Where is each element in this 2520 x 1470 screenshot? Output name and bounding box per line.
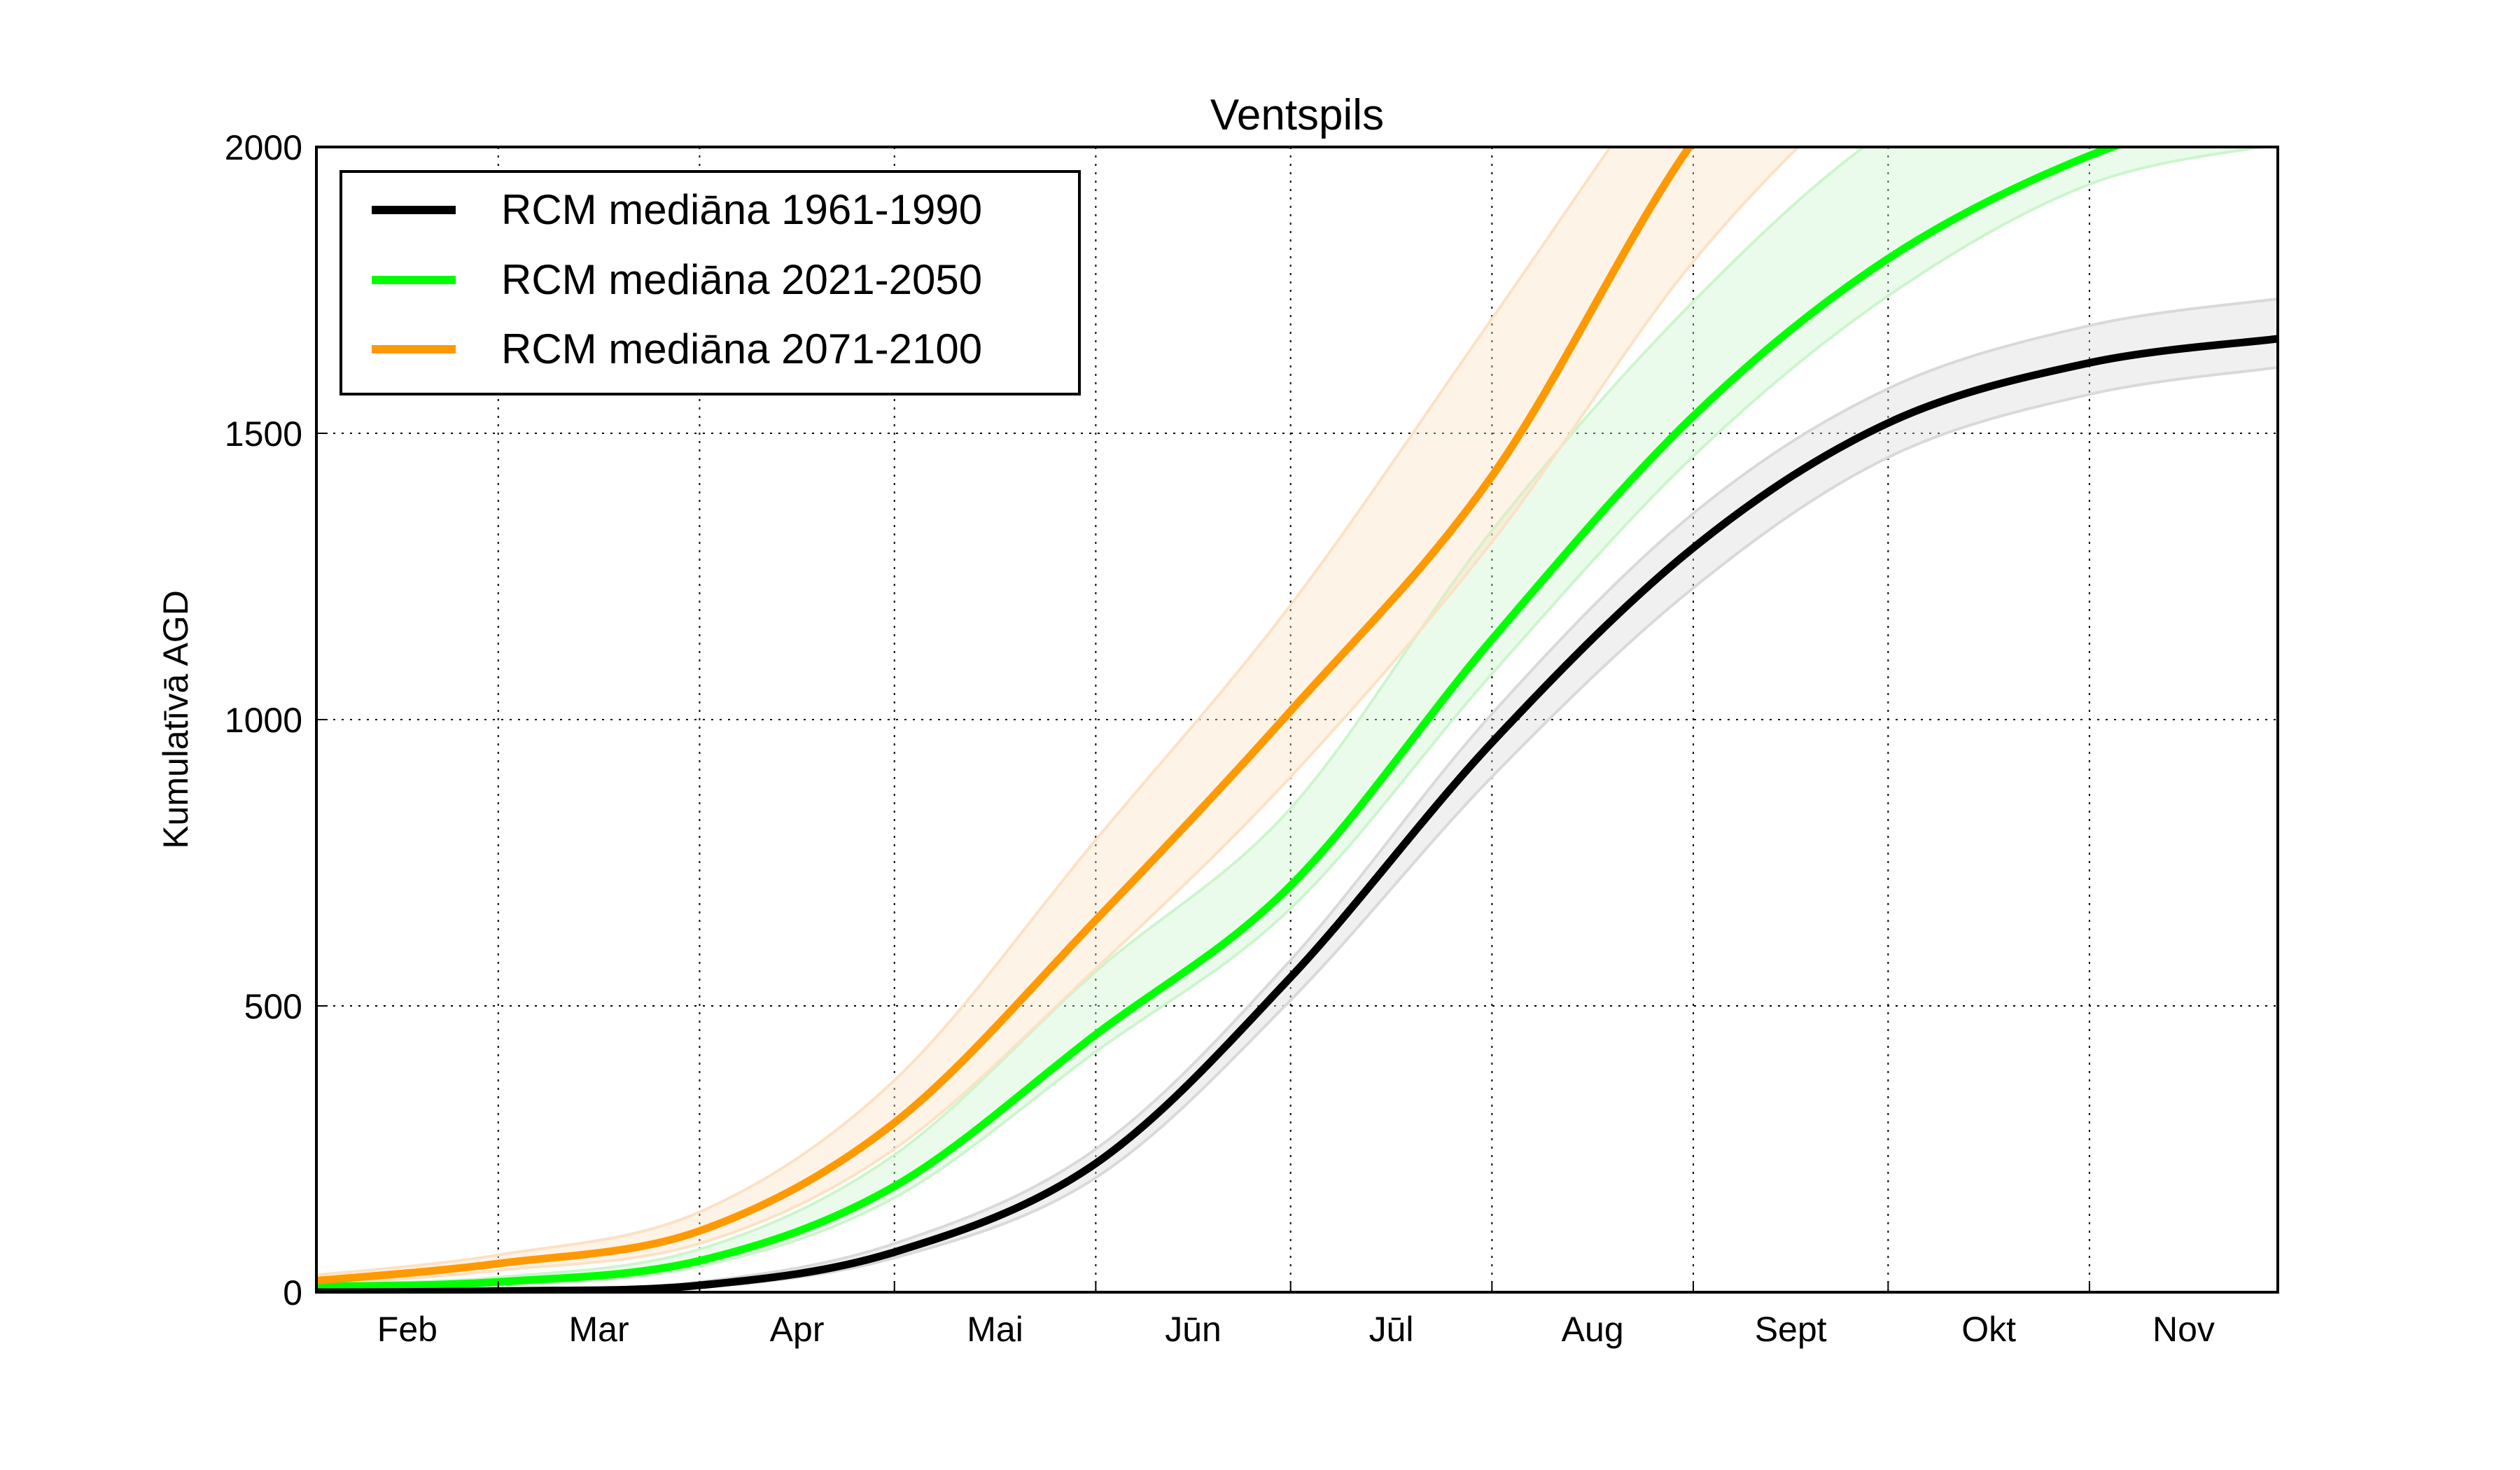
y-axis-label: Kumulatīvā AGD xyxy=(156,590,195,849)
line-2021-2050 xyxy=(316,147,2124,1291)
line-2071-2100 xyxy=(316,147,1694,1285)
x-tick-label: Mar xyxy=(569,1310,629,1349)
x-tick-label: Apr xyxy=(770,1310,825,1349)
x-tick-label: Sept xyxy=(1755,1310,1827,1349)
series-lines xyxy=(316,147,2278,1292)
band-lower-2071-2100 xyxy=(316,147,1800,1287)
grid xyxy=(316,147,2278,1292)
band-upper-2021-2050 xyxy=(316,147,1867,1286)
x-tick-label: Jūn xyxy=(1165,1310,1222,1349)
y-tick-label: 500 xyxy=(244,987,302,1026)
band-upper-2071-2100 xyxy=(316,147,1612,1277)
legend-label-1961-1990: RCM mediāna 1961-1990 xyxy=(501,186,982,233)
x-tick-label: Nov xyxy=(2152,1310,2215,1349)
x-tick-label: Okt xyxy=(1961,1310,2016,1349)
y-tick-label: 0 xyxy=(283,1273,302,1312)
y-tick-label: 2000 xyxy=(225,128,302,167)
x-tick-label: Aug xyxy=(1562,1310,1624,1349)
band-1961-1990 xyxy=(316,298,2278,1292)
band-upper-1961-1990 xyxy=(316,297,2278,1292)
y-tick-label: 1000 xyxy=(225,701,302,740)
legend-label-2021-2050: RCM mediāna 2021-2050 xyxy=(501,256,982,303)
y-tick-label: 1500 xyxy=(225,414,302,454)
x-ticks: Feb Mar Apr Mai Jūn Jūl Aug Sept Okt Nov xyxy=(377,1281,2215,1349)
band-lower-2021-2050 xyxy=(316,147,2271,1291)
band-2071-2100 xyxy=(316,147,1798,1286)
chart-title: Ventspils xyxy=(1210,91,1384,139)
x-tick-label: Mai xyxy=(967,1310,1023,1349)
y-ticks: 0 500 1000 1500 2000 xyxy=(225,128,328,1312)
x-tick-label: Feb xyxy=(377,1310,438,1349)
legend: RCM mediāna 1961-1990 RCM mediāna 2021-2… xyxy=(340,170,1081,396)
line-1961-1990 xyxy=(316,335,2278,1292)
legend-label-2071-2100: RCM mediāna 2071-2100 xyxy=(501,326,982,372)
legend-box xyxy=(340,170,1081,396)
x-tick-label: Jūl xyxy=(1369,1310,1414,1349)
